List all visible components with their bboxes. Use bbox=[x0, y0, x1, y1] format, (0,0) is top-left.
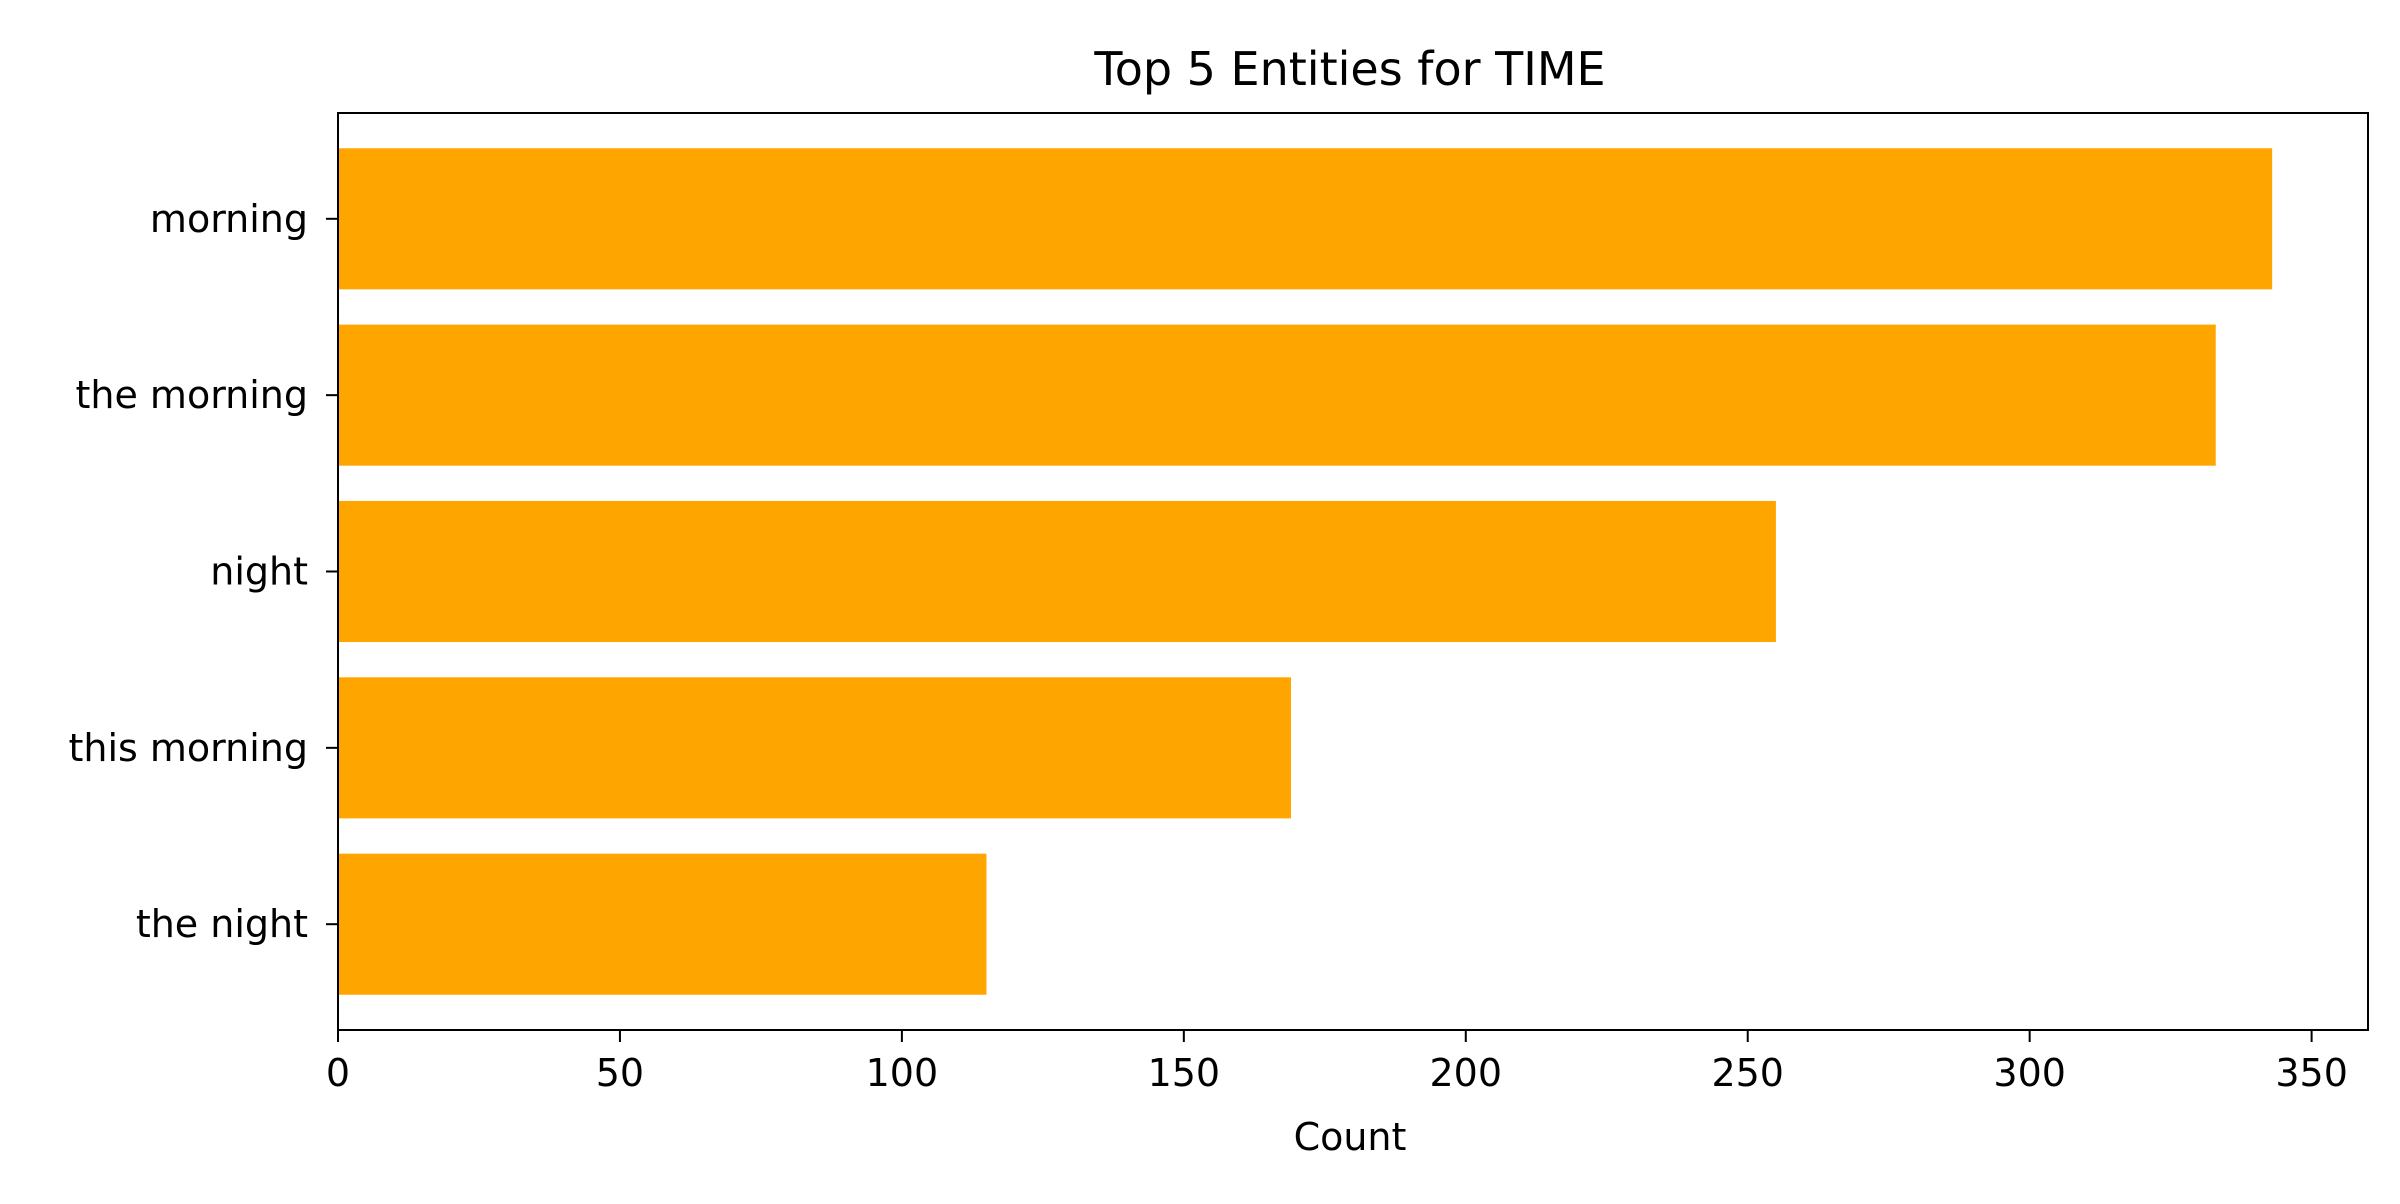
x-tick-label-350: 350 bbox=[2275, 1051, 2348, 1095]
bar-the-morning bbox=[338, 324, 2216, 466]
x-tick-label-50: 50 bbox=[596, 1051, 644, 1095]
bar-night bbox=[338, 500, 1776, 643]
bars-layer bbox=[338, 148, 2273, 995]
y-tick-label-the-morning: the morning bbox=[75, 373, 308, 417]
x-tick-label-300: 300 bbox=[1993, 1051, 2066, 1095]
x-tick-label-200: 200 bbox=[1430, 1051, 1503, 1095]
y-tick-label-this-morning: this morning bbox=[69, 726, 309, 770]
x-tick-label-250: 250 bbox=[1711, 1051, 1784, 1095]
x-tick-label-0: 0 bbox=[326, 1051, 350, 1095]
bar-the-night bbox=[338, 853, 987, 995]
plot-frame bbox=[337, 112, 2369, 1031]
y-tick-label-the-night: the night bbox=[136, 902, 308, 946]
y-tick-label-morning: morning bbox=[150, 197, 308, 241]
y-tick-label-night: night bbox=[210, 550, 308, 594]
chart-title: Top 5 Entities for TIME bbox=[1093, 42, 1605, 96]
x-tick-label-150: 150 bbox=[1148, 1051, 1221, 1095]
axes-layer: morning the morning night this morning the n… bbox=[69, 112, 2369, 1095]
bar-morning bbox=[338, 148, 2273, 290]
x-axis-label: Count bbox=[1294, 1115, 1407, 1159]
x-tick-label-100: 100 bbox=[866, 1051, 939, 1095]
bar-this-morning bbox=[338, 677, 1291, 819]
